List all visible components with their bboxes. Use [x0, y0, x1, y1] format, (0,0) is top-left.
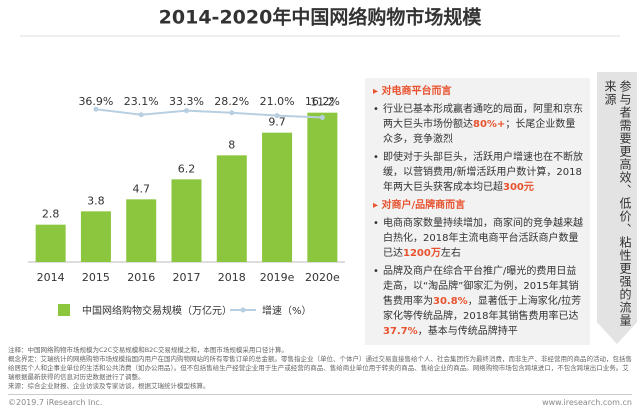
- bullet-text: 电商商家数量持续增加，商家间的竞争越来越白热化，2018年主流电商平台活跃商户数…: [383, 218, 583, 259]
- bar-value-label: 8: [228, 138, 235, 151]
- chart-title: 2014-2020年中国网络购物市场规模: [159, 6, 483, 29]
- bar-value-label: 3.8: [87, 194, 105, 207]
- copyright: ©2019.7 iResearch Inc.: [8, 398, 103, 407]
- x-tick-label: 2017: [173, 271, 201, 284]
- line-value-label: 23.1%: [124, 95, 159, 108]
- line-value-label: 16.2%: [305, 95, 340, 108]
- chart: 2014-2020年中国网络购物市场规模 2014 2015 2016 2017 201…: [20, 6, 620, 317]
- legend-swatch: [58, 304, 70, 316]
- bullet-highlight: 300元: [503, 182, 534, 193]
- insight-panel: 对电商平台而言行业已基本形成赢者通吃的局面，阿里和京东两大巨头市场份额达80%+…: [365, 78, 590, 345]
- section-heading: 对电商平台而言: [373, 84, 584, 99]
- legend-label: 中国网络购物交易规模（万亿元）: [82, 304, 232, 317]
- bullet-text: ，显著低于上海家化/拉芳家化等传统品牌，2018年其销售费用率已达: [383, 296, 582, 322]
- bullet-text: 行业已基本形成赢者通吃的局面，阿里和京东两大巨头市场份额达: [383, 104, 583, 130]
- bar-value-label: 4.7: [132, 182, 150, 195]
- bar: [171, 179, 202, 262]
- bar: [216, 155, 247, 262]
- note-line: 概念界定：艾瑞统计的网络购物市场规模指国内用户在国内购物网站的所有零售订单的总金…: [8, 355, 632, 381]
- line-point: [319, 115, 325, 121]
- bullet-highlight: 30.8%: [433, 296, 468, 307]
- bullet-text: 品牌及商户在综合平台推广/曝光的费用日益走高，以“淘品牌”御家汇为例，2015年…: [383, 266, 579, 307]
- bar-value-label: 2.8: [42, 208, 60, 221]
- bullet-highlight: 1200万: [403, 248, 441, 259]
- x-tick-label: 2020e: [305, 271, 340, 284]
- footer-rule: [8, 394, 632, 395]
- legend-label: 增速（%）: [262, 304, 312, 317]
- sidebar-text: 参与者需要更高效、低价、粘性更强的流量来源: [603, 80, 632, 327]
- bar-value-label: 6.2: [178, 162, 196, 175]
- bar: [307, 112, 338, 263]
- bar-value-label: 11.2: [310, 96, 335, 109]
- bar-value-label: 9.7: [268, 116, 286, 129]
- bullet: 即使对于头部巨头，活跃用户增速也在不断放缓，以营销费用/新增活跃用户数计算，20…: [373, 150, 584, 195]
- bullet: 行业已基本形成赢者通吃的局面，阿里和京东两大巨头市场份额达80%+；长尾企业数量…: [373, 102, 584, 147]
- notes: 注释：中国网络购物市场规模为C2C交易规模和B2C交易规模之和，本图市场规模采用…: [8, 346, 632, 391]
- bullet-text: ；长尾企业数量众多，竞争激烈: [383, 119, 576, 145]
- x-tick-label: 2019e: [260, 271, 295, 284]
- x-tick-label: 2018: [218, 271, 246, 284]
- growth-line: [95, 108, 323, 119]
- bullet-text: 左右: [440, 248, 461, 259]
- line-point: [184, 108, 189, 114]
- note-line: 来源：综合企业财报、企业访谈及专家访谈，根据艾瑞统计模型核算。: [8, 382, 210, 390]
- x-tick-label: 2016: [127, 271, 155, 284]
- line-point: [229, 110, 235, 116]
- bar: [126, 199, 157, 262]
- line-point: [274, 113, 280, 119]
- bullet: 品牌及商户在综合平台推广/曝光的费用日益走高，以“淘品牌”御家汇为例，2015年…: [373, 264, 584, 339]
- section-heading: 对商户/品牌商而言: [373, 198, 584, 213]
- bar: [35, 224, 66, 262]
- footer-url: www.iresearch.com.cn: [542, 398, 632, 407]
- bullet-text: ，基本与传统品牌持平: [417, 326, 518, 337]
- note-line: 注释：中国网络购物市场规模为C2C交易规模和B2C交易规模之和，本图市场规模采用…: [8, 346, 288, 354]
- bullet-highlight: 80%+: [473, 119, 506, 130]
- line-value-label: 36.9%: [78, 95, 113, 108]
- bar: [262, 132, 293, 262]
- line-point: [138, 112, 144, 118]
- line-value-label: 21.0%: [260, 95, 295, 108]
- x-tick-label: 2015: [82, 271, 110, 284]
- bar: [80, 211, 111, 262]
- bullet-text: 即使对于头部巨头，活跃用户增速也在不断放缓，以营销费用/新增活跃用户数计算，20…: [383, 152, 583, 193]
- line-value-label: 33.3%: [169, 95, 204, 108]
- line-value-label: 28.2%: [214, 95, 249, 108]
- line-point: [93, 106, 99, 112]
- x-tick-label: 2014: [37, 271, 65, 284]
- bullet: 电商商家数量持续增加，商家间的竞争越来越白热化，2018年主流电商平台活跃商户数…: [373, 216, 584, 261]
- bullet-highlight: 37.7%: [383, 326, 418, 337]
- sidebar-arrow: 参与者需要更高效、低价、粘性更强的流量来源: [597, 72, 637, 344]
- legend-swatch: [240, 307, 246, 313]
